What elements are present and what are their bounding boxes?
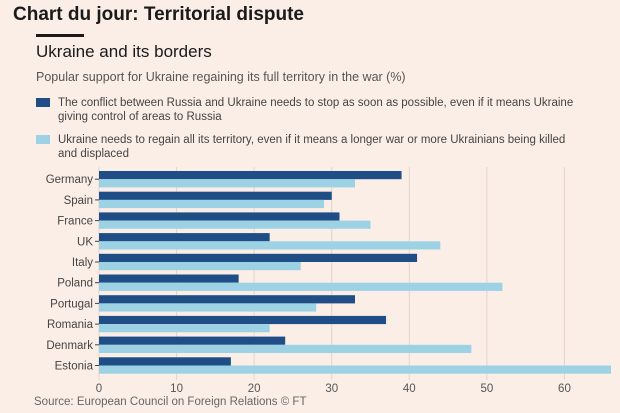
category-label-portugal: Portugal: [50, 298, 93, 310]
bar-stop-conflict-germany: [99, 171, 402, 180]
bar-stop-conflict-poland: [99, 274, 239, 283]
x-tick-label-0: 0: [96, 383, 102, 394]
x-tick-label-30: 30: [325, 383, 338, 394]
title-rule: [36, 34, 84, 37]
category-label-denmark: Denmark: [46, 340, 93, 352]
chart-title: Ukraine and its borders: [36, 42, 212, 61]
category-label-romania: Romania: [47, 319, 94, 331]
x-tick-label-40: 40: [403, 383, 416, 394]
bar-regain-territory-italy: [99, 262, 301, 271]
bar-chart: Germany Spain France UK Italy Poland Portugal R…: [46, 167, 611, 394]
x-tick-label-10: 10: [170, 383, 183, 394]
category-label-estonia: Estonia: [55, 361, 94, 373]
bar-regain-territory-portugal: [99, 303, 317, 312]
category-label-germany: Germany: [46, 174, 94, 186]
bar-regain-territory-uk: [99, 241, 441, 250]
bar-stop-conflict-uk: [99, 233, 270, 242]
bar-regain-territory-germany: [99, 179, 355, 188]
chart-header-title: Chart du jour: Territorial dispute: [13, 4, 304, 25]
bar-regain-territory-romania: [99, 324, 270, 333]
legend-label-stop-conflict: The conflict between Russia and Ukraine …: [58, 97, 574, 123]
category-label-poland: Poland: [57, 278, 93, 290]
bar-stop-conflict-estonia: [99, 357, 231, 366]
bar-stop-conflict-denmark: [99, 336, 286, 345]
bar-regain-territory-denmark: [99, 344, 472, 353]
bar-stop-conflict-portugal: [99, 295, 355, 304]
category-label-spain: Spain: [64, 195, 93, 207]
bar-stop-conflict-romania: [99, 315, 387, 325]
legend-swatch-regain-territory: [36, 135, 50, 144]
x-tick-label-50: 50: [480, 383, 493, 394]
legend-label-regain-territory: Ukraine needs to regain all its territor…: [58, 134, 566, 160]
bar-regain-territory-france: [99, 220, 371, 229]
bar-regain-territory-spain: [99, 199, 324, 209]
category-label-uk: UK: [77, 236, 93, 248]
x-tick-label-20: 20: [248, 383, 261, 394]
category-label-france: France: [57, 216, 93, 228]
bar-stop-conflict-france: [99, 212, 340, 221]
bar-regain-territory-poland: [99, 282, 503, 291]
source-note: Source: European Council on Foreign Rela…: [34, 396, 307, 408]
bar-stop-conflict-italy: [99, 253, 418, 262]
legend-swatch-stop-conflict: [36, 98, 50, 107]
bar-stop-conflict-spain: [99, 191, 332, 200]
x-tick-label-60: 60: [558, 383, 571, 394]
bar-regain-territory-estonia: [99, 365, 611, 374]
category-label-italy: Italy: [72, 257, 93, 269]
chart-subtitle: Popular support for Ukraine regaining it…: [36, 70, 406, 84]
